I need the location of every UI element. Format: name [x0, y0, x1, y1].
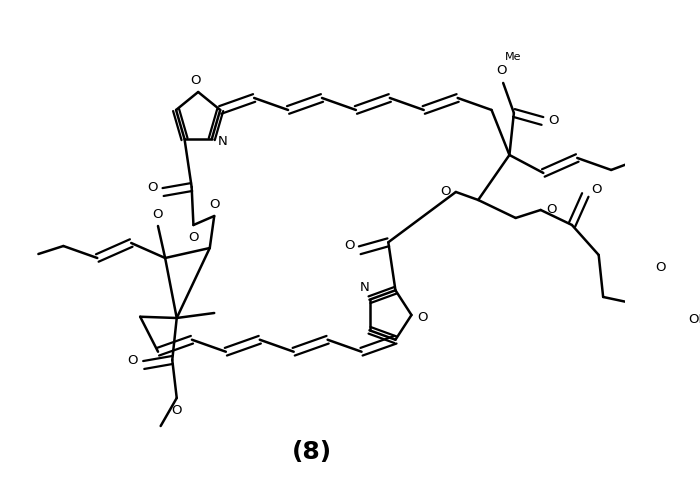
- Text: OH: OH: [688, 314, 700, 326]
- Text: O: O: [172, 403, 182, 416]
- Text: O: O: [546, 203, 556, 217]
- Text: N: N: [218, 135, 228, 147]
- Text: Me: Me: [505, 52, 522, 62]
- Text: O: O: [591, 183, 601, 196]
- Text: N: N: [360, 281, 370, 294]
- Text: O: O: [417, 311, 428, 323]
- Text: O: O: [153, 207, 163, 220]
- Text: O: O: [190, 74, 201, 87]
- Text: O: O: [188, 230, 199, 244]
- Text: O: O: [440, 186, 450, 198]
- Text: O: O: [127, 353, 138, 367]
- Text: O: O: [655, 262, 666, 274]
- Text: O: O: [344, 239, 354, 252]
- Text: O: O: [496, 65, 507, 77]
- Text: O: O: [147, 180, 158, 194]
- Text: (8): (8): [293, 440, 332, 464]
- Text: O: O: [209, 197, 220, 211]
- Text: O: O: [548, 115, 559, 127]
